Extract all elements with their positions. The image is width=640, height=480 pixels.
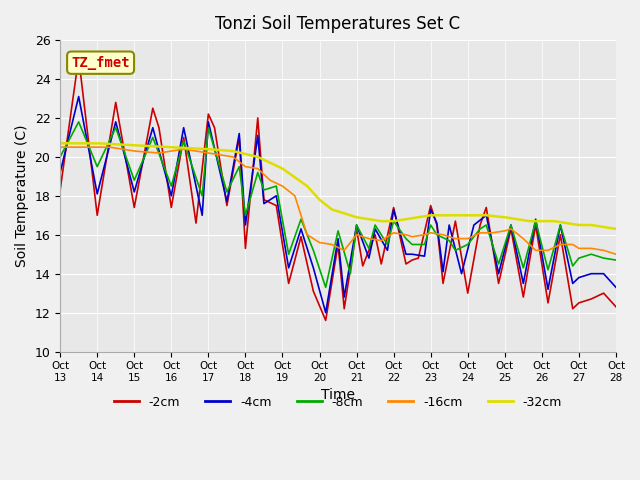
-16cm	[359, 234, 367, 240]
Title: Tonzi Soil Temperatures Set C: Tonzi Soil Temperatures Set C	[216, 15, 461, 33]
-4cm	[322, 310, 330, 315]
-2cm	[435, 234, 442, 240]
-2cm	[612, 304, 620, 310]
Line: -2cm: -2cm	[60, 58, 616, 320]
Line: -8cm: -8cm	[60, 122, 616, 288]
Text: TZ_fmet: TZ_fmet	[71, 56, 130, 70]
-8cm	[612, 257, 620, 263]
-4cm	[287, 257, 295, 263]
Line: -4cm: -4cm	[60, 96, 616, 312]
-32cm	[56, 140, 64, 146]
Line: -32cm: -32cm	[60, 143, 616, 229]
-32cm	[522, 217, 530, 223]
-4cm	[83, 139, 91, 145]
-2cm	[75, 55, 83, 60]
-2cm	[362, 257, 369, 263]
-8cm	[435, 232, 442, 238]
-16cm	[432, 231, 440, 237]
Y-axis label: Soil Temperature (C): Soil Temperature (C)	[15, 125, 29, 267]
-16cm	[522, 238, 530, 244]
-8cm	[362, 239, 369, 244]
-32cm	[83, 140, 90, 146]
-16cm	[83, 144, 90, 150]
-32cm	[138, 143, 145, 148]
-4cm	[612, 285, 620, 290]
-4cm	[56, 169, 64, 175]
-32cm	[432, 213, 440, 218]
-8cm	[322, 285, 330, 290]
-8cm	[75, 119, 83, 125]
-2cm	[287, 271, 295, 277]
-8cm	[83, 140, 91, 145]
-2cm	[56, 187, 64, 193]
-4cm	[139, 159, 147, 165]
-4cm	[524, 255, 532, 261]
-4cm	[362, 245, 369, 251]
-4cm	[435, 230, 442, 236]
-8cm	[139, 157, 147, 163]
-2cm	[524, 265, 532, 271]
-16cm	[286, 189, 294, 195]
-2cm	[139, 158, 147, 164]
X-axis label: Time: Time	[321, 388, 355, 402]
-16cm	[56, 144, 64, 150]
Legend: -2cm, -4cm, -8cm, -16cm, -32cm: -2cm, -4cm, -8cm, -16cm, -32cm	[109, 391, 567, 414]
-2cm	[322, 317, 330, 323]
-2cm	[83, 128, 91, 134]
-16cm	[612, 252, 620, 257]
-4cm	[75, 94, 83, 99]
-32cm	[612, 226, 620, 232]
-16cm	[138, 149, 145, 155]
Line: -16cm: -16cm	[60, 147, 616, 254]
-32cm	[286, 171, 294, 177]
-8cm	[56, 154, 64, 160]
-8cm	[524, 246, 532, 252]
-8cm	[287, 244, 295, 250]
-32cm	[359, 216, 367, 221]
